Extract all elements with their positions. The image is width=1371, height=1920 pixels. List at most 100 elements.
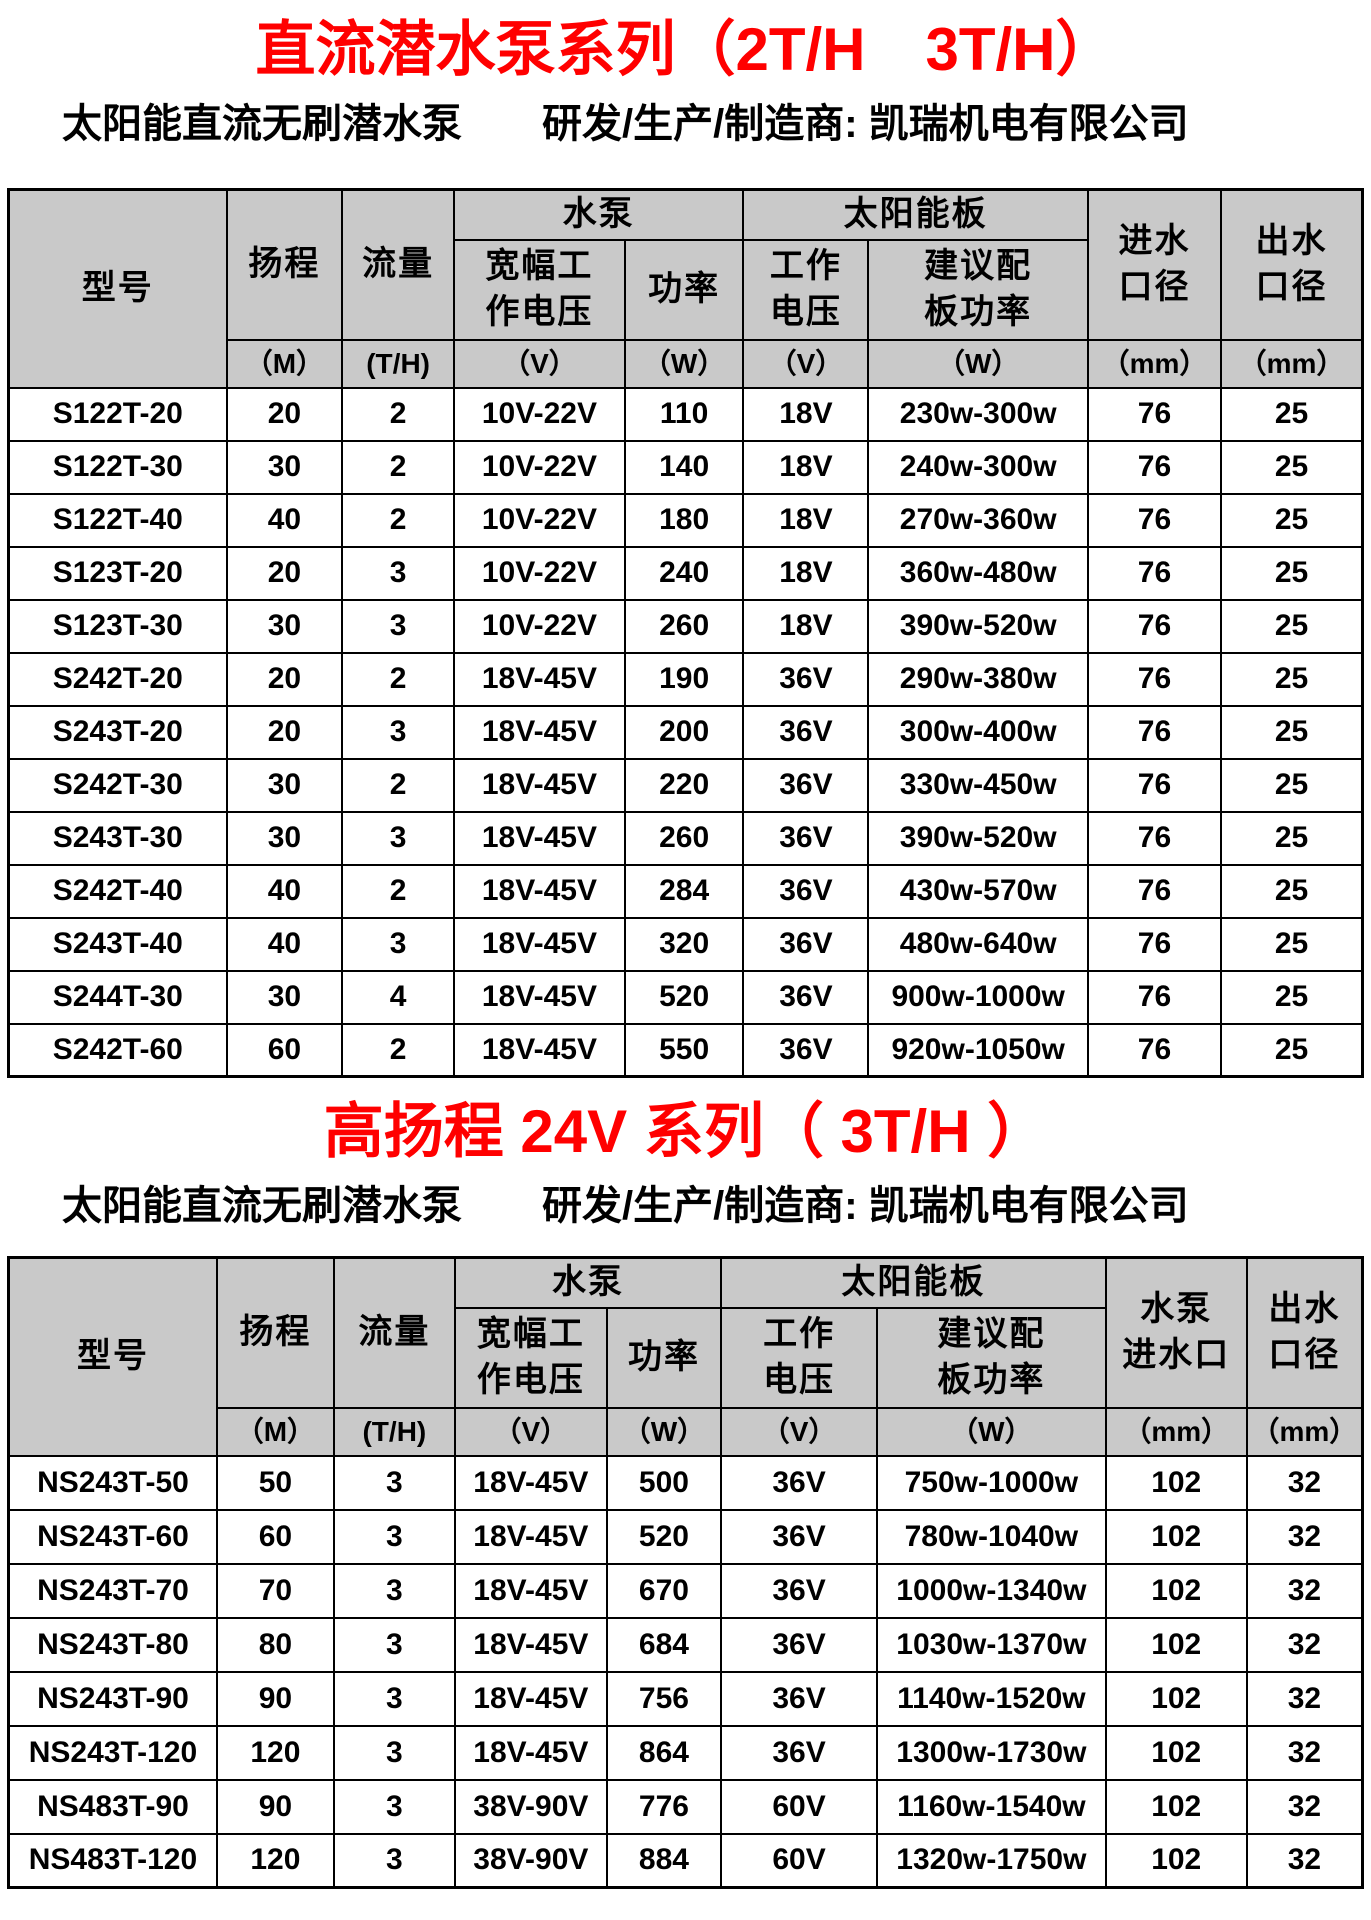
cell-power-w: 140 <box>623 439 745 495</box>
cell-panel-power: 240w-300w <box>867 439 1089 495</box>
unit-panel-power: （W） <box>876 1406 1107 1457</box>
cell-power-w: 260 <box>623 810 745 866</box>
cell-head-m: 30 <box>225 757 344 813</box>
cell-head-m: 30 <box>225 598 344 654</box>
table-row: S242T-20 20 2 18V-45V 190 36V 290w-380w … <box>7 651 1364 707</box>
unit-outlet: （mm） <box>1245 1406 1364 1457</box>
bottom-margin <box>0 1889 1371 1891</box>
cell-model: S122T-40 <box>7 492 228 548</box>
cell-flow-th: 3 <box>332 1832 456 1889</box>
header-unit-row: （M） (T/H) （V） （W） （V） （W） （mm） （mm） <box>9 338 1364 389</box>
cell-solar-voltage: 36V <box>742 810 870 866</box>
cell-flow-th: 2 <box>341 1022 455 1078</box>
cell-model: S123T-20 <box>7 545 228 601</box>
cell-pump-voltage: 18V-45V <box>453 1562 608 1619</box>
cell-model: S122T-30 <box>7 439 228 495</box>
cell-flow-th: 2 <box>341 757 455 813</box>
group-header-solar-panel: 太阳能板 <box>720 1256 1107 1309</box>
col-header-power: 功率 <box>605 1306 723 1409</box>
cell-pump-voltage: 38V-90V <box>453 1778 608 1835</box>
col-header-solar-voltage: 工作 电压 <box>720 1306 879 1409</box>
cell-panel-power: 1000w-1340w <box>876 1562 1107 1619</box>
unit-flow: (T/H) <box>341 338 455 389</box>
cell-flow-th: 3 <box>341 916 455 972</box>
cell-solar-voltage: 18V <box>742 545 870 601</box>
cell-pump-inlet-mm: 102 <box>1104 1454 1248 1511</box>
cell-pump-voltage: 18V-45V <box>452 916 626 972</box>
cell-power-w: 260 <box>623 598 745 654</box>
cell-flow-th: 3 <box>332 1778 456 1835</box>
cell-inlet-mm: 76 <box>1086 492 1223 548</box>
cell-pump-voltage: 18V-45V <box>452 969 626 1025</box>
cell-panel-power: 750w-1000w <box>876 1454 1107 1511</box>
cell-model: S123T-30 <box>7 598 228 654</box>
cell-head-m: 40 <box>225 492 344 548</box>
cell-outlet-mm: 32 <box>1245 1724 1364 1781</box>
table-row: S242T-30 30 2 18V-45V 220 36V 330w-450w … <box>7 757 1364 813</box>
cell-model: NS243T-90 <box>7 1670 218 1727</box>
cell-solar-voltage: 36V <box>742 1022 870 1078</box>
cell-head-m: 60 <box>225 1022 344 1078</box>
unit-head: （M） <box>215 1406 335 1457</box>
cell-pump-voltage: 18V-45V <box>452 1022 626 1078</box>
cell-panel-power: 920w-1050w <box>867 1022 1089 1078</box>
unit-outlet: （mm） <box>1220 338 1364 389</box>
cell-panel-power: 1320w-1750w <box>876 1832 1107 1889</box>
cell-outlet-mm: 32 <box>1245 1616 1364 1673</box>
cell-power-w: 776 <box>605 1778 723 1835</box>
table-row: S242T-40 40 2 18V-45V 284 36V 430w-570w … <box>7 863 1364 919</box>
cell-head-m: 30 <box>225 810 344 866</box>
table-row: NS243T-120 120 3 18V-45V 864 36V 1300w-1… <box>7 1724 1364 1781</box>
cell-outlet-mm: 25 <box>1220 386 1364 442</box>
cell-inlet-mm: 76 <box>1086 757 1223 813</box>
table-row: S123T-30 30 3 10V-22V 260 18V 390w-520w … <box>7 598 1364 654</box>
cell-pump-voltage: 18V-45V <box>453 1454 608 1511</box>
unit-solar-voltage: （V） <box>720 1406 879 1457</box>
cell-solar-voltage: 60V <box>720 1832 879 1889</box>
table-row: S242T-60 60 2 18V-45V 550 36V 920w-1050w… <box>7 1022 1364 1078</box>
cell-power-w: 756 <box>605 1670 723 1727</box>
cell-pump-voltage: 18V-45V <box>453 1724 608 1781</box>
col-header-panel-power: 建议配 板功率 <box>867 238 1089 341</box>
cell-panel-power: 900w-1000w <box>867 969 1089 1025</box>
cell-outlet-mm: 32 <box>1245 1454 1364 1511</box>
cell-model: S242T-60 <box>7 1022 228 1078</box>
cell-power-w: 190 <box>623 651 745 707</box>
cell-pump-voltage: 18V-45V <box>453 1670 608 1727</box>
table-row: NS243T-70 70 3 18V-45V 670 36V 1000w-134… <box>7 1562 1364 1619</box>
cell-solar-voltage: 36V <box>720 1454 879 1511</box>
cell-panel-power: 780w-1040w <box>876 1508 1107 1565</box>
cell-solar-voltage: 36V <box>720 1616 879 1673</box>
cell-head-m: 20 <box>225 545 344 601</box>
cell-pump-voltage: 10V-22V <box>452 439 626 495</box>
cell-head-m: 70 <box>215 1562 335 1619</box>
unit-pump-voltage: （V） <box>452 338 626 389</box>
cell-flow-th: 2 <box>341 439 455 495</box>
cell-pump-voltage: 18V-45V <box>452 810 626 866</box>
cell-power-w: 550 <box>623 1022 745 1078</box>
cell-head-m: 20 <box>225 704 344 760</box>
cell-model: S122T-20 <box>7 386 228 442</box>
cell-power-w: 520 <box>605 1508 723 1565</box>
cell-inlet-mm: 76 <box>1086 439 1223 495</box>
cell-panel-power: 300w-400w <box>867 704 1089 760</box>
cell-head-m: 30 <box>225 969 344 1025</box>
cell-power-w: 240 <box>623 545 745 601</box>
cell-head-m: 20 <box>225 386 344 442</box>
unit-solar-voltage: （V） <box>742 338 870 389</box>
cell-flow-th: 2 <box>341 863 455 919</box>
col-header-head: 扬程 <box>215 1256 335 1409</box>
cell-outlet-mm: 25 <box>1220 545 1364 601</box>
cell-inlet-mm: 76 <box>1086 863 1223 919</box>
col-header-flow: 流量 <box>341 188 455 341</box>
cell-pump-voltage: 18V-45V <box>452 651 626 707</box>
cell-model: NS243T-60 <box>7 1508 218 1565</box>
table-row: S122T-40 40 2 10V-22V 180 18V 270w-360w … <box>7 492 1364 548</box>
cell-flow-th: 2 <box>341 651 455 707</box>
cell-flow-th: 3 <box>341 810 455 866</box>
cell-solar-voltage: 36V <box>742 969 870 1025</box>
subtitle-manufacturer-2: 太阳能直流无刷潜水泵 研发/生产/制造商: 凯瑞机电有限公司 <box>62 1184 1189 1228</box>
cell-panel-power: 1300w-1730w <box>876 1724 1107 1781</box>
cell-model: S242T-30 <box>7 757 228 813</box>
cell-pump-voltage: 10V-22V <box>452 545 626 601</box>
